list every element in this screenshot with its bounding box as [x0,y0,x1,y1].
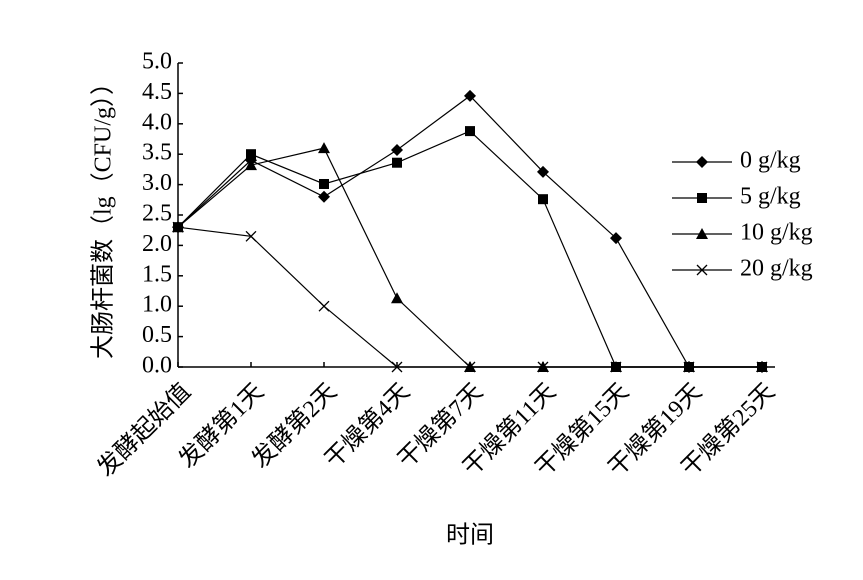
y-tick-label: 2.0 [142,231,172,257]
marker [391,292,403,304]
marker [245,230,257,242]
marker [245,159,257,171]
marker [756,361,768,373]
marker [464,89,476,102]
marker [319,178,329,189]
legend-marker [697,193,707,203]
legend-marker [696,156,708,168]
marker [172,221,184,233]
marker [318,190,330,203]
legend-marker [696,228,708,239]
x-axis-label: 时间 [446,522,494,549]
legend-label: 5 g/kg [740,184,801,210]
legend-label: 20 g/kg [740,256,813,282]
y-tick-label: 0.0 [142,353,172,379]
marker [392,157,402,168]
y-tick-label: 1.5 [142,261,172,287]
marker [537,165,549,178]
x-tick-label: 发酵起始值 [92,378,196,482]
y-tick-label: 4.5 [142,79,172,105]
y-tick-label: 2.5 [142,201,172,227]
legend-label: 10 g/kg [740,220,813,246]
marker [318,300,330,312]
y-tick-label: 3.0 [142,170,172,196]
y-tick-label: 1.0 [142,292,172,318]
legend-label: 0 g/kg [740,148,801,174]
y-tick-label: 0.5 [142,322,172,348]
marker [683,361,695,373]
y-tick-label: 5.0 [142,49,172,75]
marker [464,361,476,373]
marker [538,194,548,205]
y-tick-label: 3.5 [142,140,172,166]
marker [610,232,622,245]
marker [610,361,622,373]
marker [318,142,330,154]
marker [391,361,403,373]
legend-marker [696,264,708,276]
series-line [177,226,762,368]
series-line [177,130,762,368]
series-line [177,147,762,368]
y-tick-label: 4.0 [142,109,172,135]
marker [391,143,403,156]
y-axis-label: 大肠杆菌数（lg（CFU/g）） [90,71,117,359]
marker [537,361,549,373]
marker [465,126,475,137]
marker [246,149,256,160]
series-line [177,95,762,368]
